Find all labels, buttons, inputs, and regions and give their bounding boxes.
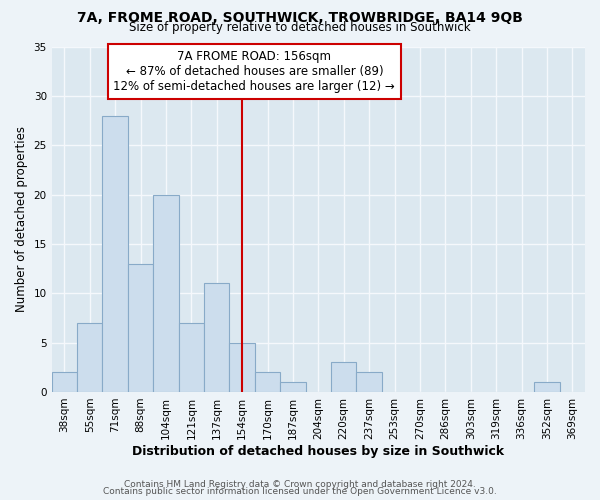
Text: Size of property relative to detached houses in Southwick: Size of property relative to detached ho… [129, 22, 471, 35]
Text: Contains HM Land Registry data © Crown copyright and database right 2024.: Contains HM Land Registry data © Crown c… [124, 480, 476, 489]
Bar [77, 323, 103, 392]
Bar [255, 372, 280, 392]
Bar [204, 284, 229, 392]
Bar [280, 382, 305, 392]
Bar [534, 382, 560, 392]
Bar [179, 323, 204, 392]
Y-axis label: Number of detached properties: Number of detached properties [15, 126, 28, 312]
Bar [331, 362, 356, 392]
Text: 7A, FROME ROAD, SOUTHWICK, TROWBRIDGE, BA14 9QB: 7A, FROME ROAD, SOUTHWICK, TROWBRIDGE, B… [77, 11, 523, 25]
Text: 7A FROME ROAD: 156sqm
← 87% of detached houses are smaller (89)
12% of semi-deta: 7A FROME ROAD: 156sqm ← 87% of detached … [113, 50, 395, 93]
Bar [103, 116, 128, 392]
Bar [153, 194, 179, 392]
Bar [128, 264, 153, 392]
X-axis label: Distribution of detached houses by size in Southwick: Distribution of detached houses by size … [132, 444, 505, 458]
Bar [52, 372, 77, 392]
Text: Contains public sector information licensed under the Open Government Licence v3: Contains public sector information licen… [103, 487, 497, 496]
Bar [229, 342, 255, 392]
Bar [356, 372, 382, 392]
